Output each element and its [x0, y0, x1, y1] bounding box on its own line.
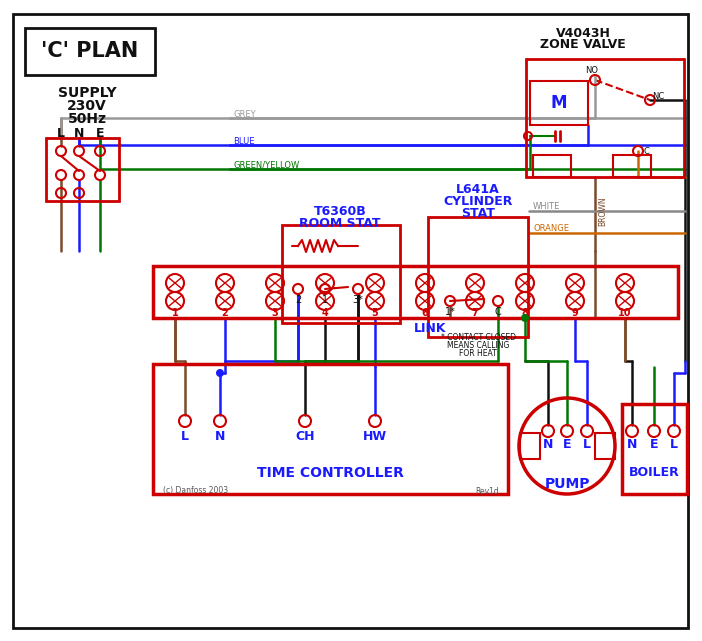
Text: 3*: 3*: [352, 295, 364, 305]
Text: 2: 2: [222, 308, 228, 318]
Text: 8: 8: [522, 308, 529, 318]
Text: FOR HEAT: FOR HEAT: [459, 349, 497, 358]
Text: N: N: [215, 431, 225, 444]
Text: 1*: 1*: [444, 307, 456, 317]
Text: GREY: GREY: [233, 110, 256, 119]
Bar: [526, 59, 684, 177]
Text: E: E: [650, 438, 658, 451]
Text: L: L: [583, 438, 591, 451]
Text: (c) Danfoss 2003: (c) Danfoss 2003: [163, 487, 228, 495]
Text: HW: HW: [363, 431, 387, 444]
Bar: [533, 155, 571, 177]
Text: ORANGE: ORANGE: [533, 224, 569, 233]
Text: STAT: STAT: [461, 206, 495, 219]
Text: N: N: [627, 438, 637, 451]
Text: PUMP: PUMP: [544, 477, 590, 491]
Text: 6: 6: [422, 308, 428, 318]
Text: 230V: 230V: [67, 99, 107, 113]
Bar: [46, 138, 119, 201]
Text: 1: 1: [171, 308, 178, 318]
Text: ROOM STAT: ROOM STAT: [299, 217, 380, 229]
Bar: [282, 225, 400, 323]
Text: L: L: [670, 438, 678, 451]
Text: 'C' PLAN: 'C' PLAN: [41, 41, 138, 61]
Bar: [595, 433, 615, 459]
Text: BROWN: BROWN: [598, 196, 607, 226]
Text: 9: 9: [571, 308, 578, 318]
Bar: [530, 81, 588, 125]
Text: 7: 7: [472, 308, 478, 318]
Bar: [520, 433, 540, 459]
Text: NC: NC: [652, 92, 664, 101]
Text: BOILER: BOILER: [628, 467, 680, 479]
Bar: [153, 364, 508, 494]
Text: 5: 5: [371, 308, 378, 318]
Text: ZONE VALVE: ZONE VALVE: [540, 38, 626, 51]
Text: N: N: [74, 126, 84, 140]
Text: L: L: [181, 431, 189, 444]
Text: 4: 4: [322, 308, 329, 318]
Bar: [25, 28, 155, 75]
Text: E: E: [95, 126, 105, 140]
Text: V4043H: V4043H: [555, 26, 611, 40]
Text: TIME CONTROLLER: TIME CONTROLLER: [256, 466, 404, 480]
Bar: [613, 155, 651, 177]
Text: * CONTACT CLOSED: * CONTACT CLOSED: [440, 333, 515, 342]
Text: Rev1d: Rev1d: [475, 487, 498, 495]
Text: 3: 3: [272, 308, 279, 318]
Text: WHITE: WHITE: [533, 201, 560, 210]
Text: BLUE: BLUE: [233, 137, 255, 146]
Text: N: N: [543, 438, 553, 451]
Text: 1: 1: [322, 295, 328, 305]
Text: SUPPLY: SUPPLY: [58, 86, 117, 100]
Bar: [622, 404, 687, 494]
Text: 50Hz: 50Hz: [67, 112, 107, 126]
Circle shape: [216, 369, 224, 377]
Text: C: C: [495, 307, 501, 317]
Bar: [428, 217, 528, 337]
Text: C: C: [643, 147, 649, 156]
Text: 10: 10: [618, 308, 632, 318]
Bar: [153, 266, 678, 318]
Text: CYLINDER: CYLINDER: [443, 194, 512, 208]
Text: NO: NO: [585, 65, 599, 74]
Text: E: E: [563, 438, 571, 451]
Text: LINK: LINK: [413, 322, 446, 335]
Text: 2: 2: [295, 295, 301, 305]
Text: MEANS CALLING: MEANS CALLING: [446, 340, 509, 349]
Text: GREEN/YELLOW: GREEN/YELLOW: [233, 160, 299, 169]
Text: M: M: [551, 94, 567, 112]
Text: L641A: L641A: [456, 183, 500, 196]
Text: L: L: [57, 126, 65, 140]
Text: T6360B: T6360B: [314, 204, 366, 217]
Text: CH: CH: [296, 431, 314, 444]
Circle shape: [521, 314, 529, 322]
